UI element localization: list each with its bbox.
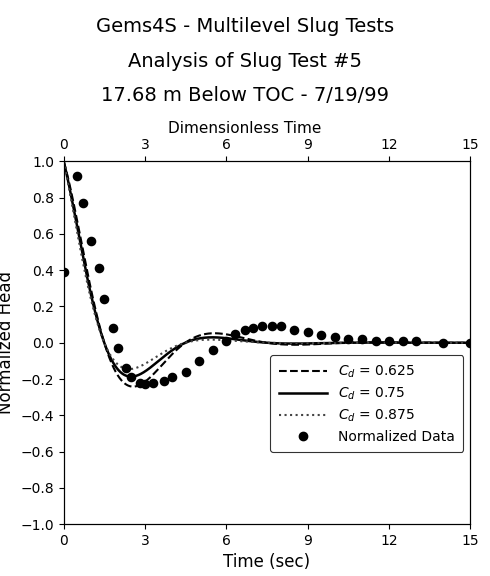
- Point: [399, 336, 407, 346]
- Point: [277, 322, 285, 331]
- Point: [304, 327, 312, 336]
- Point: [318, 331, 325, 340]
- Point: [74, 171, 81, 180]
- Point: [412, 336, 420, 346]
- Text: Gems4S - Multilevel Slug Tests: Gems4S - Multilevel Slug Tests: [96, 17, 394, 36]
- Point: [440, 338, 447, 347]
- Point: [269, 322, 276, 331]
- Legend: $C_d$ = 0.625, $C_d$ = 0.75, $C_d$ = 0.875, Normalized Data: $C_d$ = 0.625, $C_d$ = 0.75, $C_d$ = 0.8…: [270, 355, 464, 452]
- Point: [371, 336, 379, 346]
- Text: 17.68 m Below TOC - 7/19/99: 17.68 m Below TOC - 7/19/99: [101, 86, 389, 105]
- Point: [87, 237, 95, 246]
- Point: [100, 294, 108, 304]
- Point: [231, 329, 239, 338]
- X-axis label: Time (sec): Time (sec): [223, 554, 311, 571]
- Point: [209, 346, 217, 355]
- Point: [358, 335, 366, 344]
- Point: [95, 264, 103, 273]
- Point: [60, 267, 68, 276]
- Point: [136, 378, 144, 387]
- Text: Dimensionless Time: Dimensionless Time: [168, 121, 322, 136]
- Point: [160, 376, 168, 385]
- Point: [127, 373, 135, 382]
- Point: [149, 378, 157, 387]
- Point: [290, 325, 298, 335]
- Point: [249, 324, 257, 333]
- Point: [141, 380, 149, 389]
- Text: Analysis of Slug Test #5: Analysis of Slug Test #5: [128, 52, 362, 71]
- Point: [122, 363, 130, 373]
- Point: [331, 333, 339, 342]
- Point: [79, 198, 87, 207]
- Point: [114, 343, 122, 353]
- Point: [385, 336, 393, 346]
- Point: [182, 367, 190, 376]
- Point: [242, 325, 249, 335]
- Point: [168, 373, 176, 382]
- Point: [258, 322, 266, 331]
- Point: [196, 356, 203, 366]
- Point: [109, 324, 117, 333]
- Point: [466, 338, 474, 347]
- Point: [222, 336, 230, 346]
- Y-axis label: Normalized Head: Normalized Head: [0, 271, 15, 414]
- Point: [344, 335, 352, 344]
